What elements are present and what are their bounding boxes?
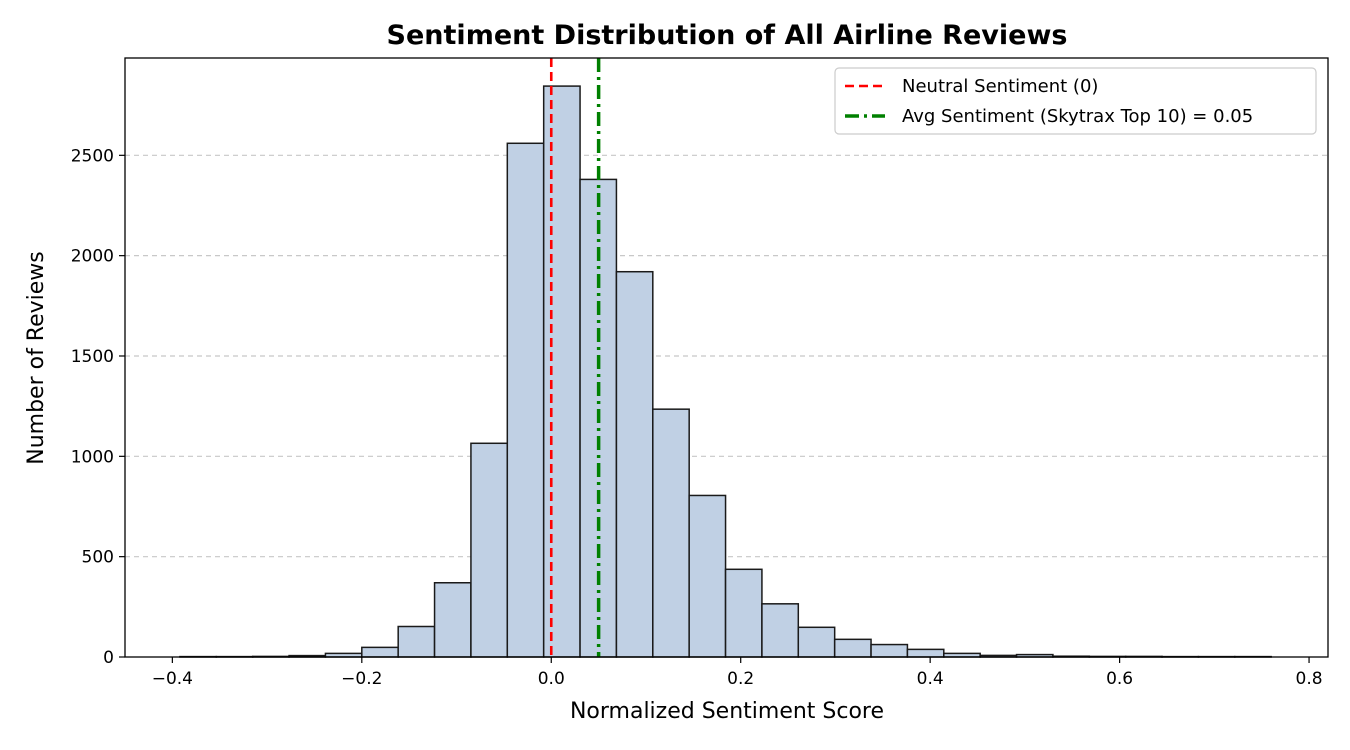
x-tick-label: −0.2 xyxy=(341,669,382,689)
x-tick-label: 0.0 xyxy=(538,669,565,689)
legend-box xyxy=(834,67,1317,135)
histogram-bar xyxy=(433,582,472,658)
legend: Neutral Sentiment (0) Avg Sentiment (Sky… xyxy=(834,67,1317,135)
y-tick-label: 2000 xyxy=(71,247,114,267)
x-axis-ticks: −0.4 −0.2 0.0 0.2 0.4 0.6 0.8 xyxy=(152,657,1323,689)
y-tick-label: 1000 xyxy=(71,447,114,467)
y-axis-label: Number of Reviews xyxy=(24,251,49,465)
bars xyxy=(179,85,1272,658)
histogram-bar xyxy=(615,270,654,658)
histogram-bar xyxy=(397,625,436,658)
histogram-bar xyxy=(470,442,509,658)
chart-title: Sentiment Distribution of All Airline Re… xyxy=(387,20,1068,51)
histogram-bar xyxy=(542,85,581,658)
y-tick-label: 0 xyxy=(103,648,114,668)
x-tick-label: 0.8 xyxy=(1296,669,1323,689)
histogram-bar xyxy=(688,494,727,658)
y-tick-label: 2500 xyxy=(71,146,114,166)
x-tick-label: 0.6 xyxy=(1106,669,1133,689)
histogram-bar xyxy=(652,408,690,658)
x-axis-label: Normalized Sentiment Score xyxy=(570,699,884,724)
grid-lines xyxy=(125,154,1328,558)
histogram-bar xyxy=(833,638,872,658)
histogram-bar xyxy=(906,648,945,658)
histogram-bar xyxy=(797,626,836,658)
histogram-bar xyxy=(761,603,800,658)
y-tick-label: 500 xyxy=(82,548,114,568)
y-tick-label: 1500 xyxy=(71,347,114,367)
legend-avg-label: Avg Sentiment (Skytrax Top 10) = 0.05 xyxy=(902,106,1253,127)
y-axis-ticks: 0 500 1000 1500 2000 2500 xyxy=(71,146,125,668)
histogram-bar xyxy=(724,568,763,658)
histogram-bar xyxy=(870,643,909,658)
x-tick-label: −0.4 xyxy=(152,669,193,689)
legend-neutral-label: Neutral Sentiment (0) xyxy=(902,76,1098,97)
reference-lines xyxy=(549,58,601,657)
plot-frame xyxy=(124,57,1329,658)
x-tick-label: 0.4 xyxy=(917,669,944,689)
histogram-bar xyxy=(506,142,545,658)
x-tick-label: 0.2 xyxy=(727,669,754,689)
histogram-bar xyxy=(361,646,399,658)
